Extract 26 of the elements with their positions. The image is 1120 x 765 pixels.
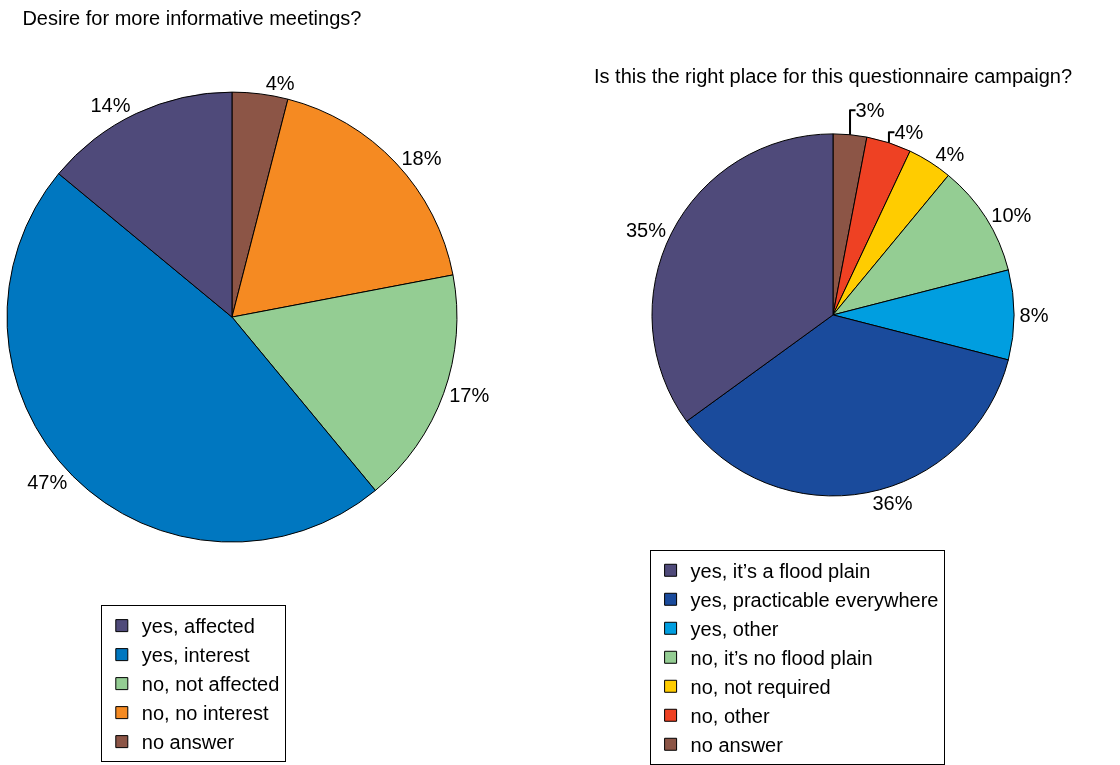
legend-label: yes, practicable everywhere	[690, 589, 939, 612]
legend-label: no, not required	[690, 676, 831, 699]
data-label: 3%	[855, 99, 885, 122]
data-label: 4%	[935, 143, 965, 166]
chart-title: Desire for more informative meetings?	[22, 7, 362, 30]
data-label: 35%	[625, 219, 667, 242]
data-label: 47%	[27, 470, 68, 493]
legend-label: no, not affected	[141, 673, 280, 696]
legend-label: no answer	[141, 731, 235, 754]
data-label: 36%	[872, 492, 913, 515]
legend-label: yes, it’s a flood plain	[690, 560, 871, 583]
data-label: 4%	[265, 72, 295, 95]
chart-title: Is this the right place for this questionnaire campaign?	[593, 64, 1073, 87]
legend-label: no, other	[690, 705, 770, 728]
legend-label: no, no interest	[141, 702, 269, 725]
legend-label: no answer	[690, 734, 784, 757]
data-label: 18%	[401, 146, 442, 169]
data-label: 14%	[90, 93, 131, 116]
data-label: 8%	[1019, 303, 1049, 326]
data-label: 4%	[894, 121, 924, 144]
data-label: 17%	[449, 383, 490, 406]
data-label: 10%	[991, 203, 1032, 226]
legend-label: no, it’s no flood plain	[690, 647, 873, 670]
legend-label: yes, other	[690, 618, 779, 641]
legend-label: yes, affected	[141, 615, 255, 638]
legend-label: yes, interest	[141, 644, 251, 667]
